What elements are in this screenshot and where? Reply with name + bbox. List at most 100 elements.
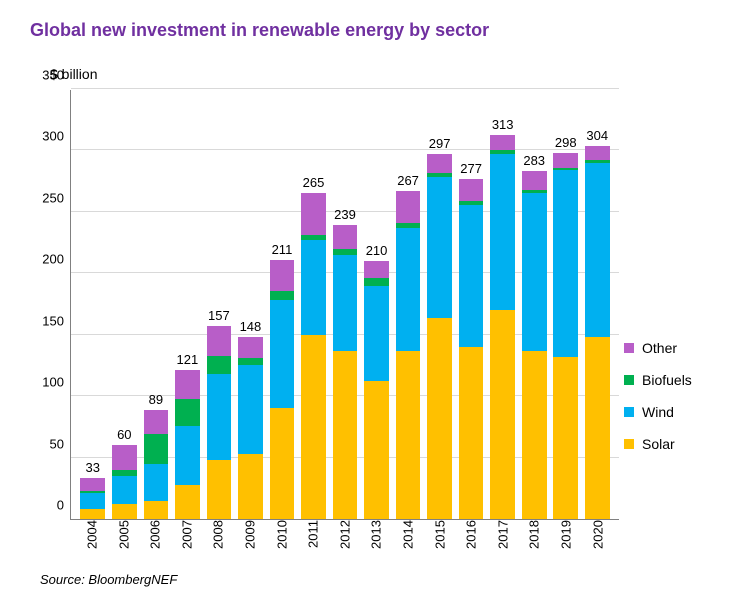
bar-segment-wind bbox=[175, 426, 200, 485]
bar-segment-wind bbox=[301, 240, 326, 335]
bar-column: 121 bbox=[172, 90, 204, 519]
bar-total-label: 33 bbox=[80, 460, 105, 475]
bar-column: 283 bbox=[518, 90, 550, 519]
source-attribution: Source: BloombergNEF bbox=[40, 572, 719, 587]
legend-label: Other bbox=[642, 340, 677, 356]
legend-item-wind: Wind bbox=[624, 404, 709, 420]
bar-stack: 121 bbox=[175, 370, 200, 519]
bar-stack: 265 bbox=[301, 193, 326, 519]
bar-segment-solar bbox=[207, 460, 232, 519]
bars-region: 3360891211571482112652392102672972773132… bbox=[77, 90, 613, 519]
bar-segment-wind bbox=[427, 177, 452, 317]
x-tick-label: 2019 bbox=[550, 520, 582, 560]
bar-segment-other bbox=[80, 478, 105, 490]
y-tick-label: 300 bbox=[42, 129, 64, 144]
bar-segment-solar bbox=[238, 454, 263, 519]
bar-column: 148 bbox=[235, 90, 267, 519]
x-axis: 2004200520062007200820092010201120122013… bbox=[70, 520, 619, 560]
bar-segment-biofuels bbox=[207, 356, 232, 374]
bar-segment-solar bbox=[490, 310, 515, 519]
x-tick-label: 2014 bbox=[392, 520, 424, 560]
bar-total-label: 121 bbox=[175, 352, 200, 367]
bar-segment-wind bbox=[80, 493, 105, 509]
bar-segment-wind bbox=[238, 365, 263, 453]
bar-segment-biofuels bbox=[364, 278, 389, 285]
bar-column: 313 bbox=[487, 90, 519, 519]
chart-title: Global new investment in renewable energ… bbox=[30, 20, 719, 41]
x-tick-label: 2018 bbox=[518, 520, 550, 560]
bar-total-label: 298 bbox=[553, 135, 578, 150]
x-tick-label: 2020 bbox=[582, 520, 614, 560]
bar-segment-solar bbox=[301, 335, 326, 519]
legend-label: Wind bbox=[642, 404, 674, 420]
bar-column: 210 bbox=[361, 90, 393, 519]
y-axis: 050100150200250300350 bbox=[30, 90, 70, 520]
bar-stack: 283 bbox=[522, 171, 547, 519]
x-tick-label: 2017 bbox=[487, 520, 519, 560]
bar-stack: 239 bbox=[333, 225, 358, 519]
bar-total-label: 283 bbox=[522, 153, 547, 168]
bar-segment-wind bbox=[585, 163, 610, 337]
bar-column: 298 bbox=[550, 90, 582, 519]
bar-total-label: 313 bbox=[490, 117, 515, 132]
bar-total-label: 239 bbox=[333, 207, 358, 222]
x-tick-label: 2009 bbox=[234, 520, 266, 560]
y-tick-label: 250 bbox=[42, 190, 64, 205]
bar-segment-wind bbox=[522, 193, 547, 350]
bar-segment-solar bbox=[522, 351, 547, 519]
bar-segment-solar bbox=[396, 351, 421, 519]
y-axis-label: $ billion bbox=[50, 66, 719, 82]
bar-segment-solar bbox=[364, 381, 389, 519]
y-tick-label: 0 bbox=[57, 498, 64, 513]
bar-column: 297 bbox=[424, 90, 456, 519]
bar-column: 267 bbox=[392, 90, 424, 519]
x-tick-label: 2011 bbox=[297, 520, 329, 560]
bar-stack: 157 bbox=[207, 326, 232, 519]
bar-column: 89 bbox=[140, 90, 172, 519]
bar-segment-solar bbox=[553, 357, 578, 519]
bar-segment-wind bbox=[207, 374, 232, 460]
bar-total-label: 265 bbox=[301, 175, 326, 190]
bar-stack: 60 bbox=[112, 445, 137, 519]
bar-total-label: 267 bbox=[396, 173, 421, 188]
x-tick-label: 2015 bbox=[424, 520, 456, 560]
bar-segment-other bbox=[112, 445, 137, 470]
bar-segment-other bbox=[490, 135, 515, 151]
bar-segment-other bbox=[270, 260, 295, 291]
bar-segment-wind bbox=[270, 300, 295, 408]
legend-swatch bbox=[624, 439, 634, 449]
bar-segment-solar bbox=[112, 504, 137, 519]
bar-column: 157 bbox=[203, 90, 235, 519]
bar-total-label: 148 bbox=[238, 319, 263, 334]
bar-segment-biofuels bbox=[175, 399, 200, 426]
bar-segment-solar bbox=[585, 337, 610, 519]
legend-item-solar: Solar bbox=[624, 436, 709, 452]
bar-segment-wind bbox=[333, 255, 358, 351]
bar-segment-wind bbox=[553, 170, 578, 357]
bar-segment-wind bbox=[459, 205, 484, 348]
bar-total-label: 89 bbox=[144, 392, 169, 407]
bar-segment-solar bbox=[270, 408, 295, 519]
grid-line bbox=[71, 88, 619, 89]
bar-column: 60 bbox=[109, 90, 141, 519]
bar-segment-other bbox=[522, 171, 547, 189]
x-tick-label: 2012 bbox=[329, 520, 361, 560]
bar-stack: 277 bbox=[459, 179, 484, 519]
bar-segment-other bbox=[427, 154, 452, 172]
bar-stack: 33 bbox=[80, 478, 105, 519]
bar-segment-solar bbox=[80, 509, 105, 519]
bar-stack: 267 bbox=[396, 191, 421, 519]
legend-swatch bbox=[624, 343, 634, 353]
x-tick-label: 2013 bbox=[360, 520, 392, 560]
x-tick-label: 2004 bbox=[76, 520, 108, 560]
bar-segment-other bbox=[396, 191, 421, 223]
bar-segment-solar bbox=[144, 501, 169, 519]
bar-segment-solar bbox=[175, 485, 200, 519]
bar-segment-solar bbox=[427, 318, 452, 519]
bar-segment-biofuels bbox=[144, 434, 169, 463]
bar-segment-wind bbox=[490, 154, 515, 310]
bar-segment-biofuels bbox=[270, 291, 295, 301]
bar-segment-other bbox=[238, 337, 263, 358]
bar-segment-other bbox=[207, 326, 232, 355]
bar-stack: 313 bbox=[490, 135, 515, 520]
